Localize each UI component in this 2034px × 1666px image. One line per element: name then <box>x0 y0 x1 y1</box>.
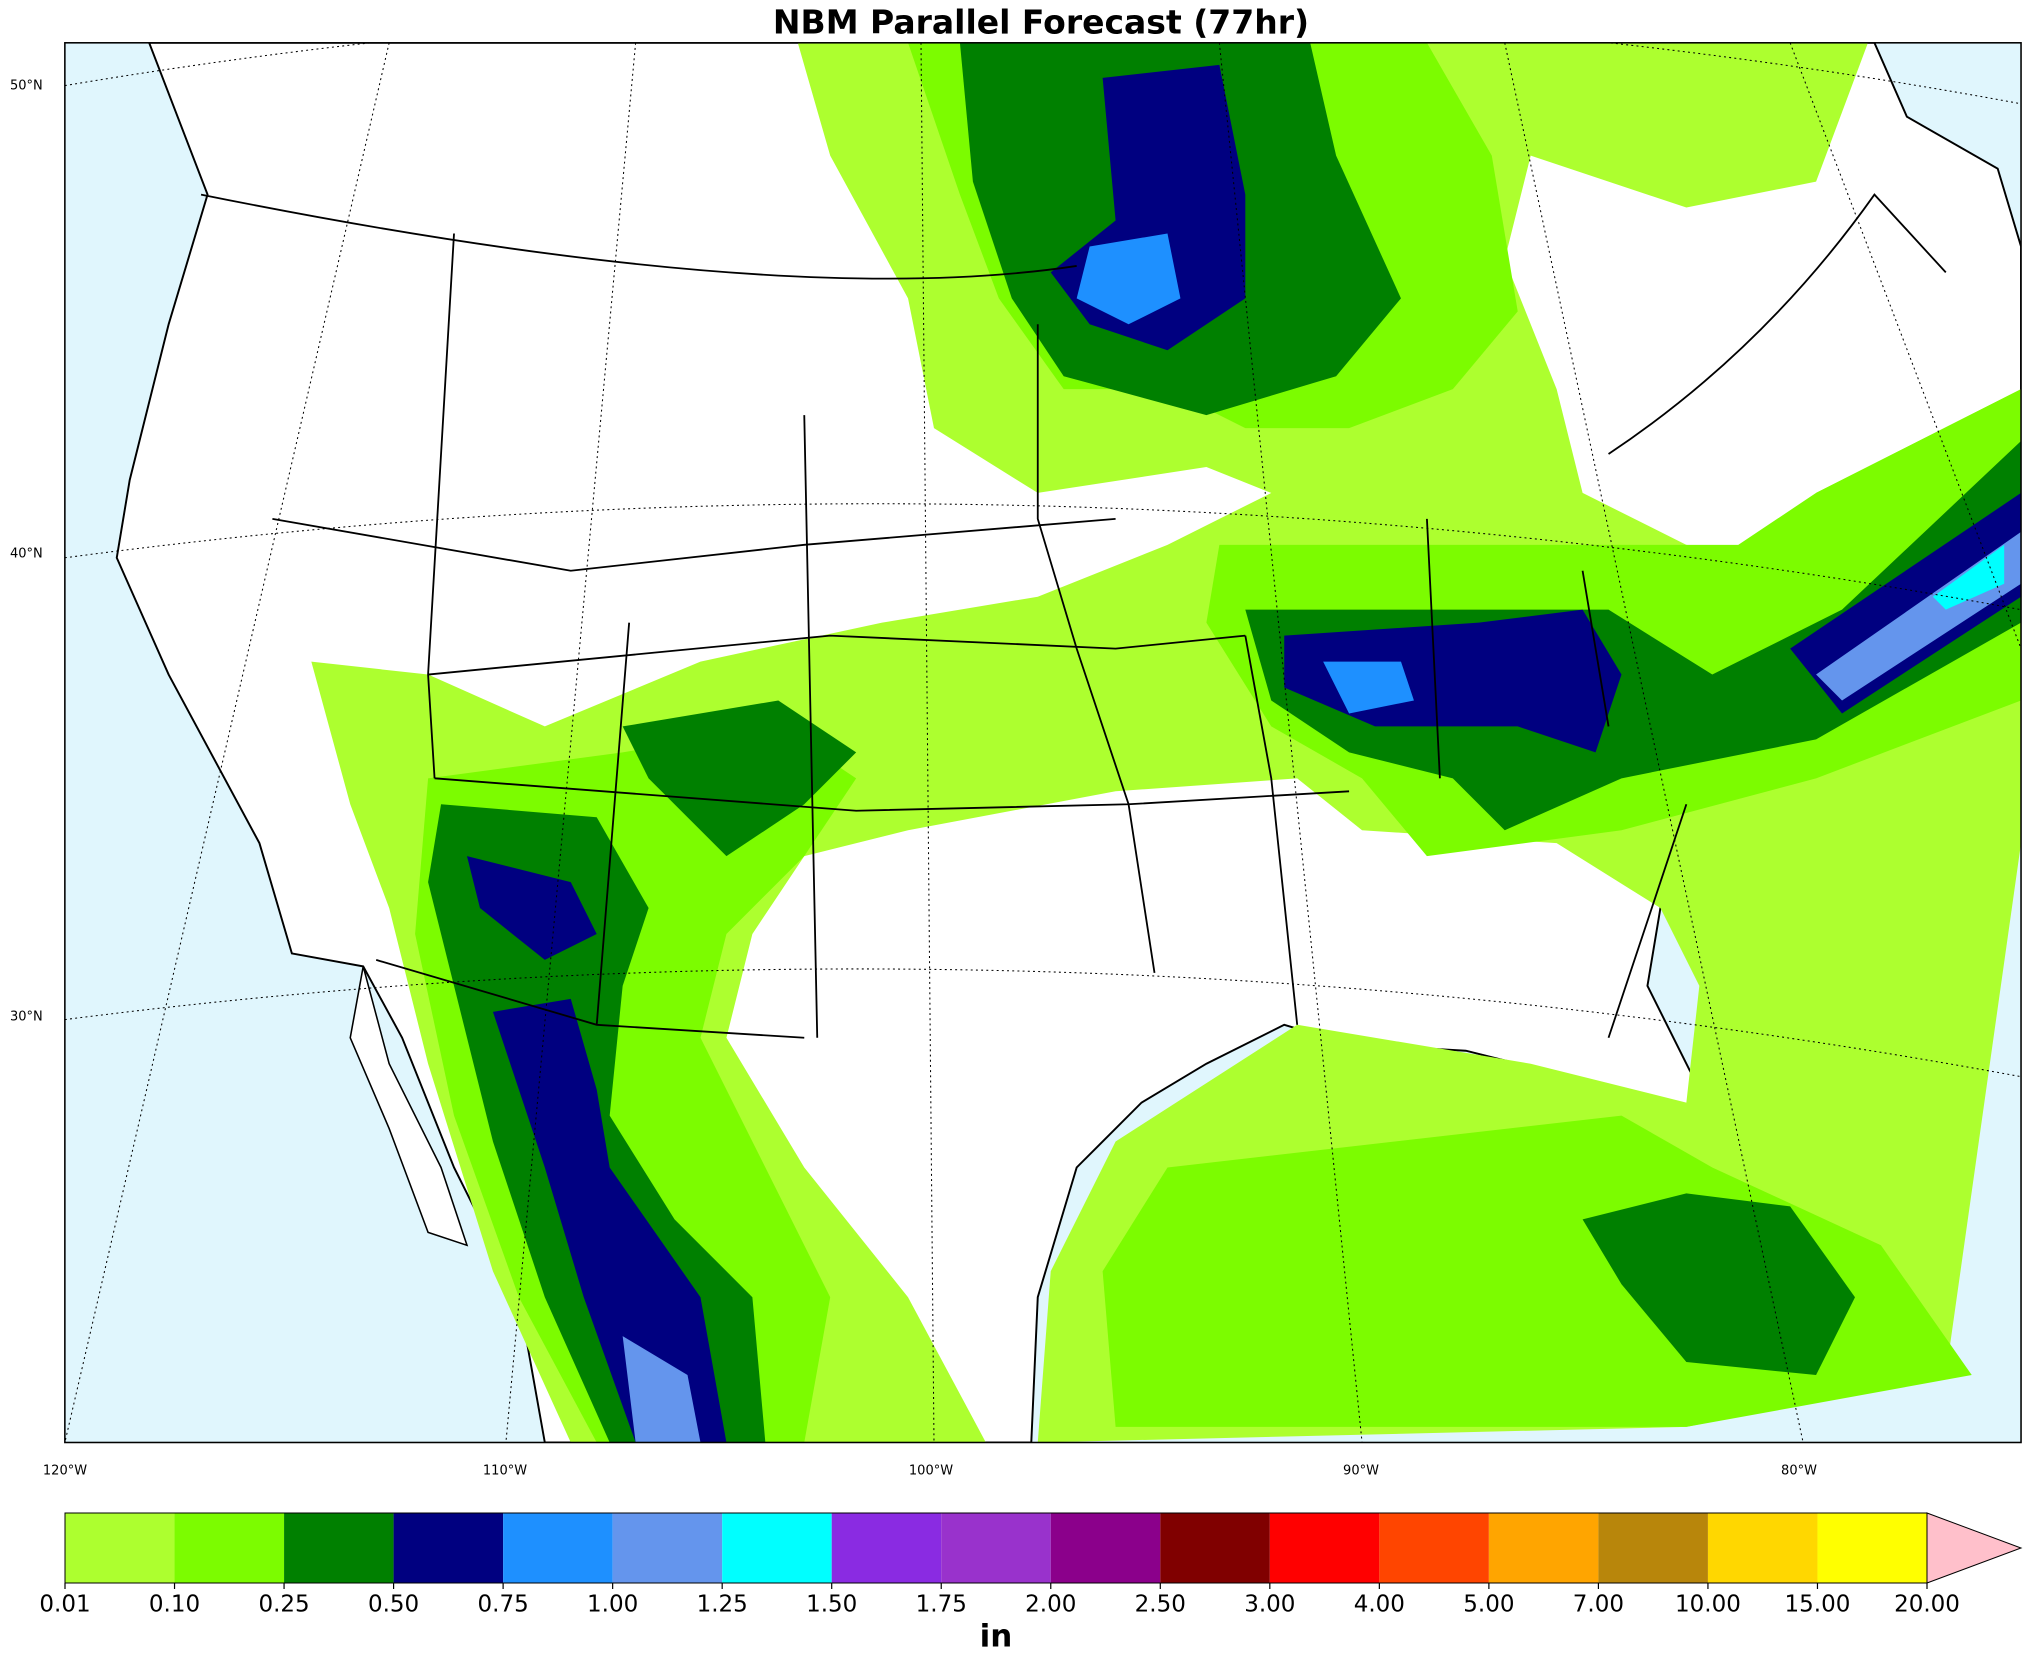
colorbar-tick-label: 20.00 <box>1894 1592 1960 1618</box>
colorbar-unit: in <box>980 1619 1013 1655</box>
borders <box>200 193 1947 1039</box>
baja <box>349 966 469 1247</box>
colorbar-tick-label: 0.50 <box>368 1592 419 1618</box>
colorbar-tick-label: 1.50 <box>806 1592 857 1618</box>
colorbar-segment <box>722 1513 832 1583</box>
colorbar-segment <box>1269 1513 1380 1583</box>
colorbar-segment <box>284 1513 394 1583</box>
colorbar-tick-label: 1.25 <box>697 1592 748 1618</box>
colorbar: 0.01 0.10 0.25 0.50 0.75 1.00 1.25 1.50 1.75 2.00… <box>39 1512 2023 1655</box>
map-frame <box>64 42 2022 1444</box>
graticule <box>64 42 2022 1443</box>
lon-label: 80°W <box>1781 1464 1817 1479</box>
colorbar-tick-label: 10.00 <box>1675 1592 1741 1618</box>
colorbar-tick-label: 5.00 <box>1463 1592 1514 1618</box>
precipitation <box>311 42 2022 1443</box>
colorbar-segment <box>1379 1513 1489 1583</box>
lon-label: 100°W <box>909 1464 953 1479</box>
lon-label: 90°W <box>1343 1464 1379 1479</box>
colorbar-extend <box>1926 1512 2023 1584</box>
colorbar-frame <box>64 1512 1928 1584</box>
colorbar-tick-label: 0.01 <box>39 1592 90 1618</box>
lon-label: 110°W <box>483 1464 527 1479</box>
colorbar-segment <box>503 1513 613 1583</box>
colorbar-segment <box>831 1513 942 1583</box>
colorbar-tick-label: 2.00 <box>1025 1592 1076 1618</box>
colorbar-tick-label: 1.00 <box>587 1592 638 1618</box>
colorbar-tick-label: 15.00 <box>1785 1592 1851 1618</box>
colorbar-segment <box>612 1513 723 1583</box>
colorbar-segment <box>393 1513 504 1583</box>
colorbar-tick-label: 4.00 <box>1354 1592 1405 1618</box>
colorbar-segment <box>1707 1513 1818 1583</box>
colorbar-segment <box>65 1513 175 1583</box>
colorbar-segment <box>1817 1513 1927 1583</box>
colorbar-tick-label: 2.50 <box>1135 1592 1186 1618</box>
lat-label: 30°N <box>10 1010 43 1025</box>
colorbar-segment <box>1488 1513 1599 1583</box>
colorbar-tick-label: 0.75 <box>478 1592 529 1618</box>
colorbar-segment <box>1050 1513 1161 1583</box>
colorbar-segment <box>941 1513 1051 1583</box>
colorbar-segment <box>1598 1513 1708 1583</box>
lat-label: 50°N <box>10 79 43 94</box>
colorbar-tick-label: 7.00 <box>1573 1592 1624 1618</box>
lon-label: 120°W <box>43 1464 87 1479</box>
colorbar-tick-label: 0.25 <box>258 1592 309 1618</box>
colorbar-segment <box>1160 1513 1270 1583</box>
title: NBM Parallel Forecast (77hr) <box>773 3 1309 42</box>
colorbar-tick-label: 3.00 <box>1244 1592 1295 1618</box>
colorbar-tick-label: 0.10 <box>149 1592 200 1618</box>
colorbar-segment <box>174 1513 285 1583</box>
axis-labels: 50°N 40°N 30°N 120°W 110°W 100°W 90°W 80°W <box>10 79 1817 1479</box>
colorbar-tick-label: 1.75 <box>916 1592 967 1618</box>
map <box>64 42 2022 1444</box>
lat-label: 40°N <box>10 547 43 562</box>
